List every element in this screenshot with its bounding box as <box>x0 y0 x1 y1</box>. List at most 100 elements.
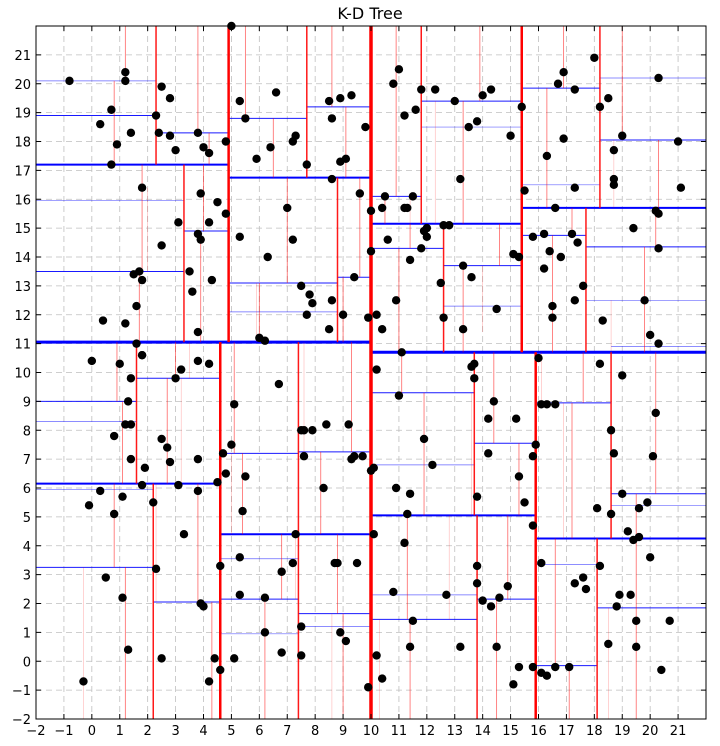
data-point <box>551 400 560 409</box>
data-point <box>380 192 390 201</box>
data-point <box>297 622 306 631</box>
data-point <box>126 420 136 429</box>
data-point <box>417 244 426 253</box>
y-tick-label: 16 <box>14 193 31 208</box>
data-point <box>341 154 351 164</box>
data-point <box>517 102 526 112</box>
data-point <box>654 209 663 218</box>
data-point <box>419 434 429 444</box>
x-tick-label: 19 <box>614 724 631 739</box>
data-point <box>123 645 133 654</box>
data-point <box>595 561 605 571</box>
y-tick-label: 17 <box>14 164 31 179</box>
data-point <box>478 91 487 100</box>
data-point <box>492 304 501 314</box>
data-point <box>118 593 127 602</box>
data-point <box>135 267 144 276</box>
data-point <box>486 602 496 611</box>
data-point <box>319 483 328 493</box>
data-point <box>509 680 518 689</box>
data-point <box>534 353 543 363</box>
data-point <box>364 313 373 322</box>
data-point <box>213 478 222 487</box>
x-tick-label: 13 <box>446 724 463 739</box>
data-point <box>604 93 613 103</box>
data-point <box>673 137 683 146</box>
data-point <box>651 408 660 418</box>
data-point <box>235 553 244 562</box>
data-point <box>196 189 205 198</box>
x-tick-label: 0 <box>88 724 96 739</box>
y-tick-label: −2 <box>12 713 31 728</box>
data-point <box>137 350 147 360</box>
data-point <box>154 128 164 138</box>
data-point <box>96 119 105 129</box>
data-point <box>520 186 529 195</box>
data-point <box>288 235 298 244</box>
data-point <box>400 538 409 548</box>
data-point <box>204 148 214 158</box>
data-point <box>283 203 292 213</box>
data-point <box>411 105 420 114</box>
data-point <box>439 313 448 322</box>
y-tick-label: 14 <box>14 251 31 266</box>
data-point <box>472 561 482 571</box>
x-tick-label: 17 <box>558 724 575 739</box>
data-point <box>489 397 499 406</box>
y-tick-label: 10 <box>14 367 31 382</box>
data-point <box>308 299 317 308</box>
data-point <box>417 85 426 94</box>
data-point <box>595 102 605 112</box>
data-point <box>511 414 521 423</box>
y-tick-label: 5 <box>23 511 31 526</box>
data-point <box>377 324 387 334</box>
data-point <box>107 160 116 169</box>
x-tick-label: 11 <box>391 724 408 739</box>
y-tick-label: 18 <box>14 136 31 151</box>
data-point <box>109 509 119 519</box>
data-point <box>96 486 105 496</box>
data-point <box>297 651 306 660</box>
y-tick-label: 19 <box>14 107 31 122</box>
y-tick-label: 9 <box>23 395 31 410</box>
data-point <box>241 114 250 123</box>
data-point <box>405 642 415 652</box>
data-point <box>238 506 247 516</box>
data-point <box>369 530 378 539</box>
data-point <box>609 180 619 190</box>
data-point <box>626 590 635 600</box>
data-point <box>609 449 619 458</box>
data-point <box>355 189 365 198</box>
data-point <box>112 140 122 149</box>
data-point <box>235 96 244 106</box>
data-point <box>291 131 300 140</box>
data-point <box>565 662 574 672</box>
data-point <box>324 324 334 334</box>
data-point <box>436 278 445 288</box>
x-tick-label: 20 <box>642 724 659 739</box>
data-point <box>174 480 183 490</box>
data-point <box>204 677 214 686</box>
x-tick-label: 2 <box>144 724 152 739</box>
data-point <box>495 593 504 602</box>
data-point <box>598 316 607 325</box>
data-point <box>400 111 409 120</box>
data-point <box>377 203 387 213</box>
data-point <box>207 275 217 285</box>
y-tick-label: 4 <box>23 540 31 555</box>
data-point <box>347 91 356 100</box>
x-axis-ticks: −2 −1 0 1 2 3 4 5 6 7 8 9 10 11 12 13 14 15 16 17 18 19 20 21 <box>26 26 686 739</box>
data-point <box>618 371 627 380</box>
data-point <box>484 449 493 458</box>
data-point <box>472 492 482 501</box>
data-point <box>665 616 674 626</box>
data-point <box>324 96 334 106</box>
data-point <box>230 400 239 409</box>
x-tick-label: 15 <box>502 724 519 739</box>
data-point <box>235 590 244 600</box>
data-point <box>299 452 309 461</box>
data-point <box>121 68 130 77</box>
data-point <box>151 111 161 120</box>
data-point <box>79 677 88 686</box>
data-point <box>570 183 579 192</box>
